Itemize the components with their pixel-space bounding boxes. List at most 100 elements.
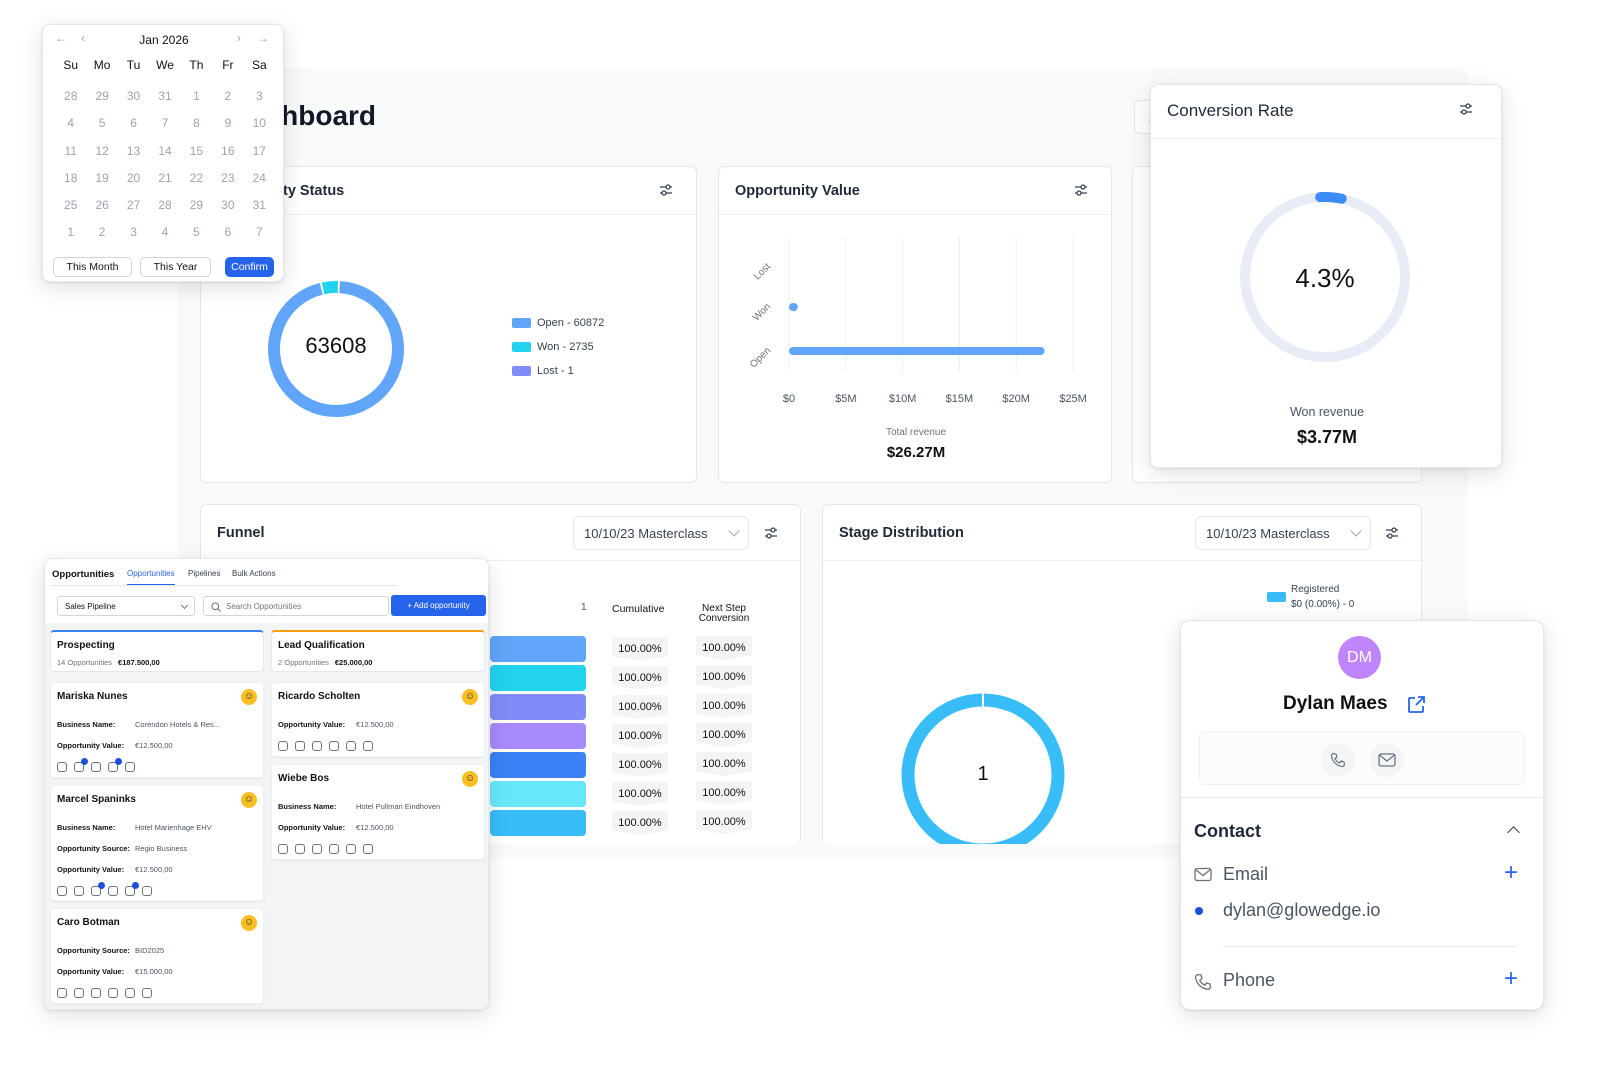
add-phone-icon[interactable]: + bbox=[1504, 965, 1519, 992]
calendar-icon[interactable] bbox=[363, 844, 373, 854]
task-icon[interactable] bbox=[346, 844, 356, 854]
chat-icon[interactable] bbox=[57, 762, 67, 772]
calendar-day[interactable]: 15 bbox=[189, 143, 204, 158]
calendar-day[interactable]: 1 bbox=[193, 89, 200, 103]
prev-year-icon[interactable]: ← bbox=[55, 31, 67, 45]
calendar-day[interactable]: 5 bbox=[193, 225, 200, 240]
funnel-filter-select[interactable]: 10/10/23 Masterclass bbox=[573, 516, 749, 550]
phone-icon[interactable] bbox=[57, 886, 67, 896]
task-icon[interactable] bbox=[125, 882, 139, 896]
calendar-day[interactable]: 1 bbox=[67, 225, 75, 240]
chat-icon[interactable] bbox=[295, 741, 305, 751]
calendar-day[interactable]: 8 bbox=[193, 116, 200, 131]
chat-icon[interactable] bbox=[74, 988, 84, 998]
settings-icon[interactable] bbox=[764, 527, 778, 539]
calendar-day[interactable]: 31 bbox=[252, 198, 266, 213]
calendar-icon[interactable] bbox=[363, 741, 373, 751]
calendar-day[interactable]: 29 bbox=[95, 89, 109, 103]
tag-icon[interactable] bbox=[312, 844, 322, 854]
external-link-icon[interactable] bbox=[1406, 695, 1426, 715]
document-icon[interactable] bbox=[108, 988, 118, 998]
calendar-day[interactable]: 10 bbox=[252, 116, 266, 131]
task-icon[interactable] bbox=[346, 741, 356, 751]
tag-icon[interactable] bbox=[91, 988, 101, 998]
tag-icon[interactable] bbox=[91, 882, 105, 896]
calendar-icon[interactable] bbox=[125, 762, 135, 772]
opportunity-card[interactable]: Ricardo Scholten ☺ Opportunity Value: €12… bbox=[271, 682, 485, 757]
document-icon[interactable] bbox=[91, 762, 101, 772]
calendar-day[interactable]: 4 bbox=[161, 225, 169, 240]
email-value[interactable]: dylan@glowedge.io bbox=[1223, 900, 1381, 920]
phone-icon[interactable] bbox=[278, 844, 288, 854]
calendar-day[interactable]: 20 bbox=[126, 170, 141, 185]
opportunity-card[interactable]: Wiebe Bos ☺ Business Name: Hotel Pullman … bbox=[271, 764, 485, 860]
calendar-day[interactable]: 31 bbox=[158, 89, 172, 103]
calendar-day[interactable]: 26 bbox=[95, 198, 109, 213]
phone-icon[interactable] bbox=[278, 741, 288, 751]
task-icon[interactable] bbox=[108, 758, 122, 772]
calendar-day[interactable]: 13 bbox=[126, 143, 141, 158]
chevron-up-icon[interactable] bbox=[1507, 826, 1520, 839]
tag-icon[interactable] bbox=[312, 741, 322, 751]
calendar-day[interactable]: 28 bbox=[158, 198, 172, 213]
calendar-day[interactable]: 14 bbox=[158, 143, 172, 158]
search-input[interactable] bbox=[226, 600, 376, 612]
calendar-day[interactable]: 3 bbox=[255, 89, 263, 103]
confirm-button[interactable]: Confirm bbox=[225, 257, 274, 277]
task-icon[interactable] bbox=[125, 988, 135, 998]
calendar-day[interactable]: 6 bbox=[130, 116, 137, 131]
calendar-day[interactable]: 4 bbox=[67, 116, 75, 131]
calendar-day[interactable]: 30 bbox=[126, 89, 141, 103]
calendar-day[interactable]: 7 bbox=[161, 116, 169, 131]
pipeline-select[interactable]: Sales Pipeline bbox=[57, 596, 195, 616]
tag-icon[interactable] bbox=[74, 758, 88, 772]
stage-filter-select[interactable]: 10/10/23 Masterclass bbox=[1195, 516, 1371, 550]
calendar-day[interactable]: 9 bbox=[224, 116, 232, 131]
opportunity-card[interactable]: Mariska Nunes ☺ Business Name: Corendon H… bbox=[50, 682, 264, 778]
add-opportunity-button[interactable]: + Add opportunity bbox=[391, 595, 486, 616]
settings-icon[interactable] bbox=[1385, 527, 1399, 539]
calendar-day[interactable]: 29 bbox=[189, 198, 204, 213]
calendar-day[interactable]: 24 bbox=[252, 170, 266, 185]
next-month-icon[interactable]: › bbox=[237, 31, 241, 45]
calendar-day[interactable]: 18 bbox=[64, 170, 78, 185]
opportunity-card[interactable]: Caro Botman ☺ Opportunity Source: BID2025… bbox=[50, 908, 264, 1004]
tab-pipelines[interactable]: Pipelines bbox=[188, 569, 221, 578]
calendar-day[interactable]: 23 bbox=[221, 170, 235, 185]
call-button[interactable] bbox=[1321, 743, 1355, 777]
calendar-day[interactable]: 27 bbox=[126, 198, 141, 213]
calendar-day[interactable]: 3 bbox=[130, 225, 137, 240]
chat-icon[interactable] bbox=[74, 886, 84, 896]
calendar-icon[interactable] bbox=[142, 988, 152, 998]
settings-icon[interactable] bbox=[1074, 184, 1088, 196]
calendar-day[interactable]: 17 bbox=[252, 143, 266, 158]
document-icon[interactable] bbox=[329, 741, 339, 751]
settings-icon[interactable] bbox=[659, 184, 673, 196]
document-icon[interactable] bbox=[329, 844, 339, 854]
opportunity-card[interactable]: Marcel Spaninks ☺ Business Name: Hotel Ma… bbox=[50, 785, 264, 901]
this-year-button[interactable]: This Year bbox=[140, 257, 211, 277]
calendar-day[interactable]: 25 bbox=[64, 198, 78, 213]
tab-opportunities[interactable]: Opportunities bbox=[127, 569, 175, 585]
calendar-day[interactable]: 11 bbox=[64, 143, 77, 158]
calendar-day[interactable]: 2 bbox=[224, 89, 232, 103]
chat-icon[interactable] bbox=[295, 844, 305, 854]
calendar-day[interactable]: 6 bbox=[224, 225, 232, 240]
calendar-day[interactable]: 30 bbox=[221, 198, 235, 213]
calendar-day[interactable]: 12 bbox=[95, 143, 109, 158]
add-email-icon[interactable]: + bbox=[1504, 859, 1519, 886]
calendar-day[interactable]: 21 bbox=[158, 170, 172, 185]
email-button[interactable] bbox=[1370, 743, 1404, 777]
calendar-day[interactable]: 22 bbox=[189, 170, 204, 185]
calendar-day[interactable]: 28 bbox=[64, 89, 78, 103]
settings-icon[interactable] bbox=[1459, 103, 1473, 115]
calendar-day[interactable]: 7 bbox=[255, 225, 263, 240]
document-icon[interactable] bbox=[108, 886, 118, 896]
prev-month-icon[interactable]: ‹ bbox=[81, 31, 85, 45]
calendar-day[interactable]: 19 bbox=[95, 170, 109, 185]
tab-bulk-actions[interactable]: Bulk Actions bbox=[232, 569, 276, 578]
calendar-icon[interactable] bbox=[142, 886, 152, 896]
calendar-day[interactable]: 2 bbox=[98, 225, 106, 240]
next-year-icon[interactable]: → bbox=[257, 31, 269, 45]
calendar-day[interactable]: 5 bbox=[98, 116, 106, 131]
